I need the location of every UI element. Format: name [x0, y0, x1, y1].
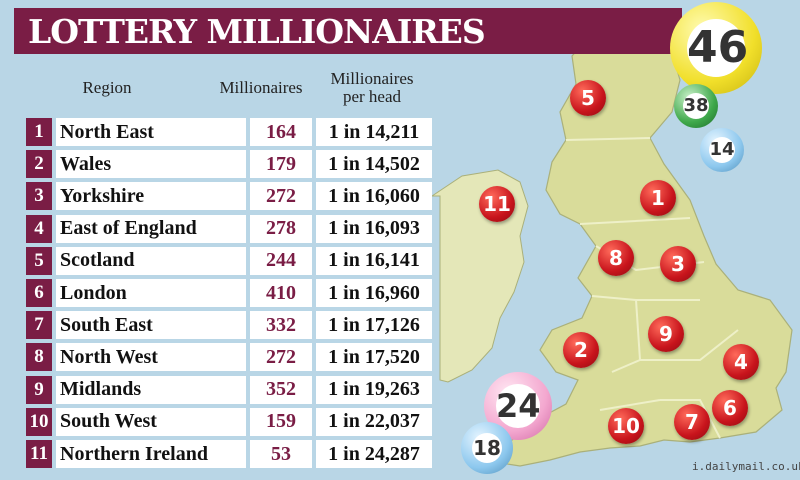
lottery-ball-number: 24	[496, 384, 541, 428]
millionaires-count: 159	[250, 407, 312, 436]
region-marker: 8	[598, 240, 634, 276]
millionaires-per-head: 1 in 17,520	[316, 343, 432, 372]
title-banner: LOTTERY MILLIONAIRES	[14, 8, 682, 54]
millionaires-count: 278	[250, 214, 312, 243]
millionaires-count: 179	[250, 150, 312, 179]
region-name: East of England	[56, 214, 246, 243]
region-marker: 10	[608, 408, 644, 444]
table-row: 11 Northern Ireland 53 1 in 24,287	[26, 440, 432, 468]
lottery-ball: 14	[700, 128, 744, 172]
region-marker: 6	[712, 390, 748, 426]
table-row: 2 Wales 179 1 in 14,502	[26, 150, 432, 179]
millionaires-count: 352	[250, 375, 312, 404]
region-marker: 4	[723, 344, 759, 380]
millionaires-count: 164	[250, 118, 312, 146]
lottery-ball: 46	[670, 2, 762, 94]
rank-badge: 6	[26, 279, 52, 307]
region-marker: 11	[479, 186, 515, 222]
header-millionaires: Millionaires	[219, 78, 303, 97]
region-name: Yorkshire	[56, 182, 246, 211]
region-name: North East	[56, 118, 246, 146]
region-marker: 5	[570, 80, 606, 116]
millionaires-count: 244	[250, 246, 312, 275]
lottery-ball-number: 46	[687, 19, 748, 77]
region-name: Wales	[56, 150, 246, 179]
millionaires-per-head: 1 in 17,126	[316, 311, 432, 340]
table-row: 10 South West 159 1 in 22,037	[26, 407, 432, 436]
region-name: Scotland	[56, 246, 246, 275]
header-per-head-line2: per head	[342, 87, 402, 106]
page-title: LOTTERY MILLIONAIRES	[28, 11, 486, 51]
millionaires-per-head: 1 in 16,060	[316, 182, 432, 211]
millionaires-per-head: 1 in 16,141	[316, 246, 432, 275]
region-name: Midlands	[56, 375, 246, 404]
millionaires-count: 410	[250, 279, 312, 307]
millionaires-count: 272	[250, 343, 312, 372]
header-per-head: Millionaires per head	[314, 62, 430, 114]
millionaires-count: 332	[250, 311, 312, 340]
millionaires-per-head: 1 in 19,263	[316, 375, 432, 404]
millionaires-per-head: 1 in 16,093	[316, 214, 432, 243]
rank-badge: 1	[26, 118, 52, 146]
millionaires-count: 272	[250, 182, 312, 211]
lottery-ball: 18	[461, 422, 513, 474]
table-row: 9 Midlands 352 1 in 19,263	[26, 375, 432, 404]
table-row: 6 London 410 1 in 16,960	[26, 279, 432, 307]
lottery-ball-number: 14	[709, 137, 735, 163]
lottery-ball: 38	[674, 84, 718, 128]
millionaires-per-head: 1 in 14,211	[316, 118, 432, 146]
table-row: 7 South East 332 1 in 17,126	[26, 311, 432, 340]
rank-badge: 2	[26, 150, 52, 179]
table-row: 3 Yorkshire 272 1 in 16,060	[26, 182, 432, 211]
rank-badge: 11	[26, 440, 52, 468]
table-row: 1 North East 164 1 in 14,211	[26, 118, 432, 146]
rank-badge: 5	[26, 246, 52, 275]
source-credit: i.dailymail.co.uk	[692, 460, 800, 473]
region-marker: 3	[660, 246, 696, 282]
rank-badge: 4	[26, 214, 52, 243]
lottery-ball-number: 38	[683, 93, 709, 119]
millionaires-per-head: 1 in 22,037	[316, 407, 432, 436]
rank-badge: 9	[26, 375, 52, 404]
millionaires-per-head: 1 in 16,960	[316, 279, 432, 307]
region-name: South West	[56, 407, 246, 436]
millionaires-per-head: 1 in 24,287	[316, 440, 432, 468]
region-borders	[565, 137, 739, 439]
lottery-ball-number: 18	[472, 433, 502, 463]
table-row: 4 East of England 278 1 in 16,093	[26, 214, 432, 243]
header-per-head-line1: Millionaires	[330, 69, 414, 88]
rank-badge: 7	[26, 311, 52, 340]
region-marker: 7	[674, 404, 710, 440]
region-name: North West	[56, 343, 246, 372]
region-name: Northern Ireland	[56, 440, 246, 468]
table-row: 5 Scotland 244 1 in 16,141	[26, 246, 432, 275]
region-marker: 9	[648, 316, 684, 352]
rank-badge: 10	[26, 407, 52, 436]
region-marker: 1	[640, 180, 676, 216]
rank-badge: 8	[26, 343, 52, 372]
millionaires-table: Region Millionaires Millionaires per hea…	[22, 62, 442, 476]
header-region: Region	[82, 78, 132, 97]
region-name: South East	[56, 311, 246, 340]
rank-badge: 3	[26, 182, 52, 211]
table-row: 8 North West 272 1 in 17,520	[26, 343, 432, 372]
millionaires-count: 53	[250, 440, 312, 468]
lottery-ball: 24	[484, 372, 552, 440]
region-name: London	[56, 279, 246, 307]
millionaires-per-head: 1 in 14,502	[316, 150, 432, 179]
ireland-landmass	[430, 169, 529, 383]
region-marker: 2	[563, 332, 599, 368]
